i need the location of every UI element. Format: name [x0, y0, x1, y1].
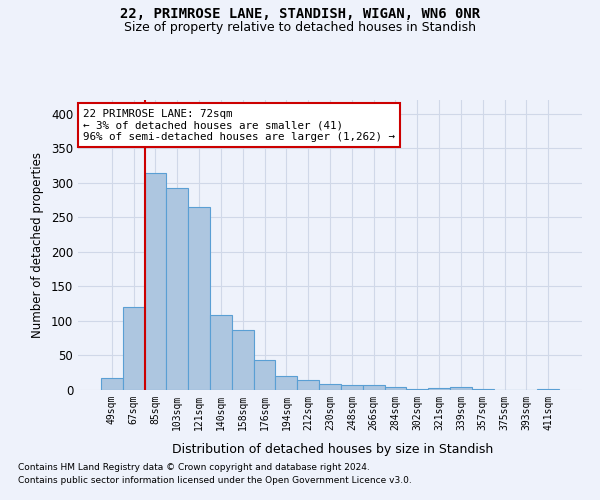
- Bar: [145, 172, 166, 390]
- Bar: [123, 307, 145, 390]
- Bar: [472, 388, 494, 390]
- Bar: [232, 330, 254, 390]
- Text: 22, PRIMROSE LANE, STANDISH, WIGAN, WN6 0NR: 22, PRIMROSE LANE, STANDISH, WIGAN, WN6 …: [120, 8, 480, 22]
- Text: 22 PRIMROSE LANE: 72sqm
← 3% of detached houses are smaller (41)
96% of semi-det: 22 PRIMROSE LANE: 72sqm ← 3% of detached…: [83, 108, 395, 142]
- Bar: [101, 378, 123, 390]
- Bar: [537, 388, 559, 390]
- Bar: [275, 376, 297, 390]
- Bar: [450, 386, 472, 390]
- Bar: [188, 207, 210, 390]
- Text: Size of property relative to detached houses in Standish: Size of property relative to detached ho…: [124, 22, 476, 35]
- Bar: [385, 386, 406, 390]
- Text: Contains HM Land Registry data © Crown copyright and database right 2024.: Contains HM Land Registry data © Crown c…: [18, 464, 370, 472]
- Bar: [210, 316, 232, 390]
- Y-axis label: Number of detached properties: Number of detached properties: [31, 152, 44, 338]
- Bar: [297, 380, 319, 390]
- Bar: [363, 385, 385, 390]
- Bar: [166, 188, 188, 390]
- Text: Contains public sector information licensed under the Open Government Licence v3: Contains public sector information licen…: [18, 476, 412, 485]
- Bar: [254, 360, 275, 390]
- Bar: [319, 384, 341, 390]
- Bar: [406, 388, 428, 390]
- Text: Distribution of detached houses by size in Standish: Distribution of detached houses by size …: [172, 442, 494, 456]
- Bar: [428, 388, 450, 390]
- Bar: [341, 385, 363, 390]
